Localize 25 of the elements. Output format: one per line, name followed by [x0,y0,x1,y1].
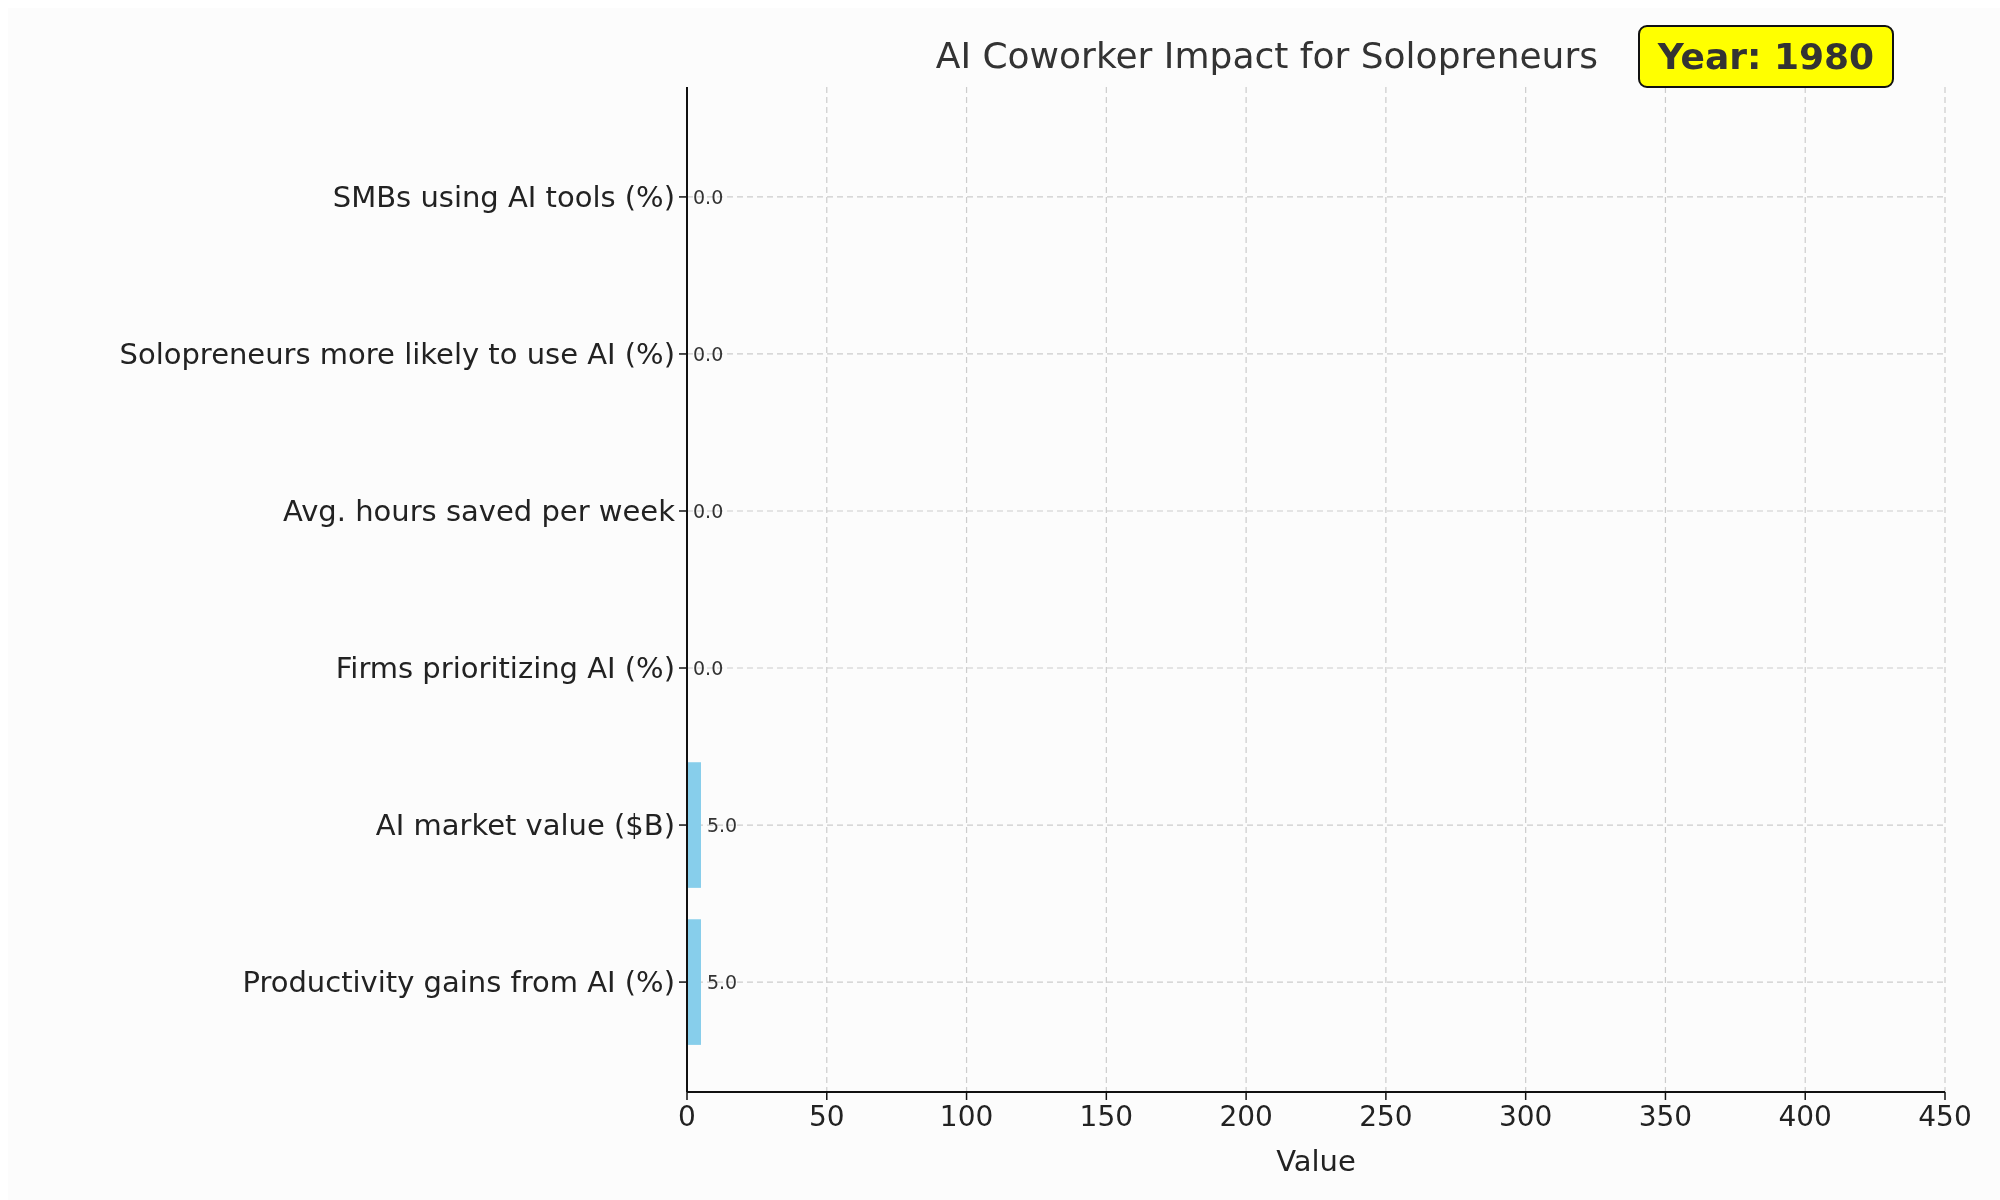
x-tick-label: 150 [1079,1100,1134,1133]
y-tick-label: Avg. hours saved per week [283,494,676,529]
x-tick-label: 450 [1918,1100,1972,1133]
chart-title: AI Coworker Impact for Solopreneurs [935,35,1598,76]
y-tick-label: Solopreneurs more likely to use AI (%) [119,337,675,372]
x-tick-label: 200 [1219,1100,1273,1133]
y-tick-label: Firms prioritizing AI (%) [335,651,675,686]
data-label: 5.0 [706,970,738,993]
x-tick-label: 0 [678,1100,696,1133]
x-tick-label: 250 [1359,1100,1413,1133]
data-label: 5.0 [706,813,738,836]
text: Year: 1980 [1656,35,1875,77]
y-tick-label: SMBs using AI tools (%) [332,180,675,215]
x-tick-label: 350 [1638,1100,1693,1133]
x-tick-label: 300 [1498,1100,1553,1133]
x-axis-title: Value [1276,1144,1356,1178]
y-tick-label: AI market value ($B) [375,808,675,843]
x-tick-label: 50 [808,1100,845,1133]
x-tick-label: 400 [1778,1100,1832,1133]
y-tick-label: Productivity gains from AI (%) [242,965,675,1000]
data-label: 0.0 [693,342,724,365]
data-label: 0.0 [693,656,724,679]
x-tick-label: 100 [939,1100,994,1133]
data-label: 0.0 [693,499,724,522]
data-label: 0.0 [693,185,724,208]
